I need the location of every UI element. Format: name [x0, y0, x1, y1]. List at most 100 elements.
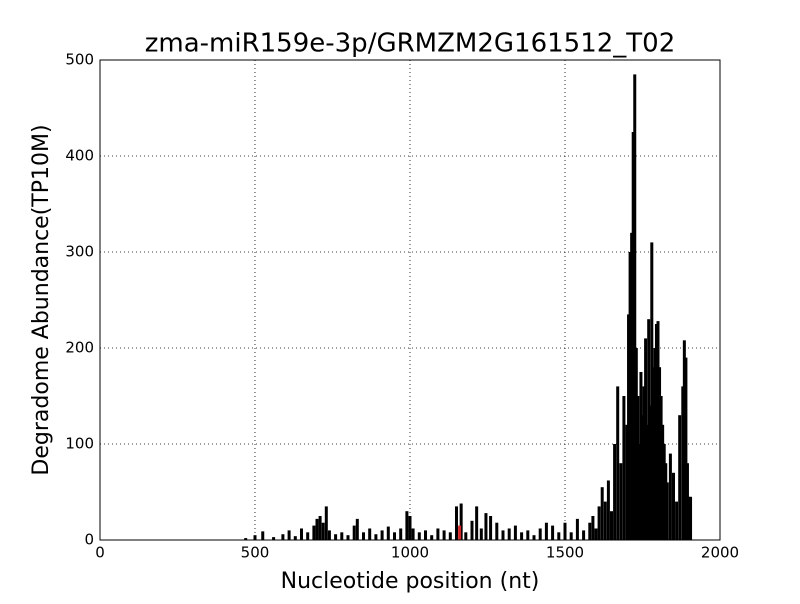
- x-tick-label: 2000: [701, 544, 739, 562]
- y-tick-label: 400: [65, 147, 94, 165]
- bar: [668, 453, 672, 540]
- bar: [417, 532, 421, 540]
- bar: [658, 367, 662, 540]
- bar: [636, 396, 640, 540]
- bar: [380, 530, 384, 540]
- bar: [664, 463, 668, 540]
- bar: [520, 532, 524, 540]
- bar: [442, 530, 446, 540]
- bar: [464, 532, 468, 540]
- bar: [644, 338, 648, 540]
- bar: [656, 321, 660, 540]
- bar: [507, 528, 511, 540]
- bar: [458, 525, 462, 540]
- bar: [352, 525, 356, 540]
- bar: [327, 530, 331, 540]
- bar: [627, 314, 631, 540]
- bar: [641, 415, 644, 540]
- bar: [261, 531, 265, 540]
- bar: [411, 528, 415, 540]
- bar: [582, 530, 586, 540]
- bar: [374, 534, 378, 540]
- bar: [272, 537, 276, 540]
- x-tick-label: 1000: [391, 544, 429, 562]
- bar: [678, 415, 682, 540]
- bar: [386, 526, 390, 540]
- bar: [603, 501, 607, 540]
- bar: [315, 518, 319, 540]
- bar: [526, 530, 530, 540]
- bar: [634, 348, 638, 540]
- bar: [575, 518, 579, 540]
- bar: [661, 424, 665, 540]
- bar: [665, 482, 669, 540]
- y-tick-label: 0: [84, 531, 94, 549]
- bar: [362, 532, 365, 540]
- x-tick-label: 1500: [546, 544, 584, 562]
- bar: [334, 534, 338, 540]
- bar: [405, 511, 409, 540]
- bar: [684, 357, 688, 540]
- bar: [563, 522, 567, 540]
- bar: [293, 536, 297, 540]
- plot-frame: [99, 59, 721, 541]
- bar: [393, 532, 396, 540]
- bar: [355, 518, 359, 540]
- bar: [253, 535, 257, 540]
- bar: [448, 532, 452, 540]
- bar: [675, 501, 679, 540]
- bar: [681, 386, 685, 540]
- bar: [470, 520, 474, 540]
- bar: [687, 496, 691, 540]
- bar: [648, 405, 652, 540]
- y-tick-label: 300: [65, 243, 94, 261]
- bar: [306, 532, 310, 540]
- x-tick-label: 0: [95, 544, 105, 562]
- bar: [651, 367, 655, 540]
- bar: [244, 538, 248, 540]
- bar: [475, 506, 479, 540]
- bar: [600, 487, 604, 540]
- bar: [606, 480, 610, 540]
- y-tick-label: 200: [65, 339, 94, 357]
- bar: [630, 232, 634, 541]
- bar: [659, 396, 663, 540]
- bar: [484, 513, 488, 540]
- bar: [281, 534, 285, 540]
- bar: [653, 348, 657, 540]
- bar: [594, 528, 598, 540]
- bar: [689, 496, 693, 540]
- bar: [625, 424, 629, 540]
- bar: [597, 506, 601, 540]
- bar: [569, 532, 573, 540]
- bar: [613, 444, 617, 540]
- bar: [628, 252, 632, 540]
- bar: [436, 528, 440, 540]
- bar: [588, 522, 592, 540]
- bar: [645, 424, 649, 540]
- bar: [424, 530, 427, 540]
- bar: [479, 528, 483, 540]
- bar: [300, 528, 303, 540]
- bar: [501, 530, 505, 540]
- bar: [647, 319, 651, 540]
- bar: [340, 532, 344, 540]
- bar: [591, 516, 595, 540]
- bar: [637, 444, 641, 540]
- bar: [538, 528, 542, 540]
- bar: [312, 525, 316, 540]
- bar: [642, 386, 646, 540]
- bar: [532, 535, 536, 540]
- bar: [672, 472, 675, 540]
- bar: [408, 516, 412, 540]
- y-axis-label: Degradome Abundance(TP10M): [29, 124, 54, 475]
- bar: [631, 132, 635, 540]
- bar: [513, 525, 517, 540]
- bar: [489, 516, 493, 540]
- bar: [639, 372, 643, 540]
- bar: [459, 503, 463, 540]
- y-tick-label: 100: [65, 435, 94, 453]
- bar: [324, 506, 328, 540]
- bar: [455, 506, 458, 540]
